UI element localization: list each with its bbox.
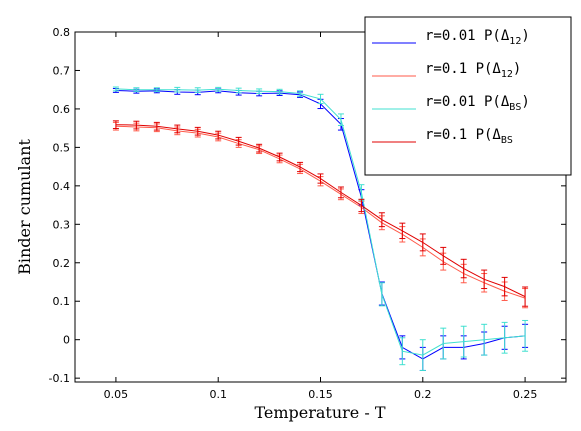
error-bar (460, 325, 467, 358)
error-bar (501, 321, 508, 354)
x-tick-label: 0.05 (104, 388, 129, 401)
legend-label: r=0.1 P(ΔBS (425, 127, 513, 146)
error-bar (133, 120, 140, 130)
error-bar (215, 86, 222, 92)
series-3 (112, 86, 529, 371)
x-axis: 0.05 0.1 0.15 0.2 0.25 (104, 32, 538, 401)
error-bar (194, 87, 201, 93)
error-bar (276, 152, 283, 162)
x-tick-label: 0.1 (209, 388, 227, 401)
y-tick-label: 0.7 (53, 64, 71, 77)
series-layer (112, 86, 529, 371)
error-bar (297, 90, 304, 97)
error-bar (256, 143, 263, 153)
error-bar (378, 212, 385, 228)
error-bar (174, 86, 181, 93)
x-tick-label: 0.15 (308, 388, 333, 401)
error-bar (440, 327, 447, 360)
legend-label: r=0.01 P(ΔBS) (425, 94, 530, 113)
error-bar (399, 222, 406, 240)
error-bar (358, 198, 365, 213)
error-bar (153, 87, 160, 93)
error-bar (317, 173, 324, 184)
legend-label: r=0.01 P(Δ12) (425, 28, 530, 47)
error-bar (256, 88, 263, 95)
error-bar (481, 323, 488, 356)
error-bar (174, 124, 181, 134)
series-4 (112, 120, 529, 307)
y-tick-label: 0.8 (53, 26, 71, 39)
error-bar (276, 88, 283, 95)
error-bar (378, 282, 385, 307)
y-tick-label: 0 (63, 334, 70, 347)
y-tick-label: 0.1 (53, 295, 71, 308)
y-tick-label: 0.2 (53, 257, 71, 270)
error-bar (522, 286, 529, 307)
error-bar (133, 87, 140, 93)
error-bar (112, 86, 119, 92)
y-tick-label: 0.6 (53, 103, 71, 116)
error-bar (317, 93, 324, 105)
error-bar (235, 136, 242, 146)
legend-label: r=0.1 P(Δ12) (425, 61, 521, 80)
y-axis-title: Binder cumulant (15, 139, 34, 275)
y-tick-label: -0.1 (49, 372, 70, 385)
y-axis: -0.1 0 0.1 0.2 0.3 0.4 0.5 0.6 0.7 0.8 (49, 26, 566, 385)
error-bar (501, 276, 508, 297)
error-bar (460, 258, 467, 279)
error-bar (522, 319, 529, 352)
x-tick-label: 0.2 (414, 388, 432, 401)
error-bar (194, 126, 201, 136)
y-tick-label: 0.3 (53, 218, 71, 231)
error-bar (337, 113, 344, 126)
y-tick-label: 0.5 (53, 141, 71, 154)
error-bar (112, 120, 119, 130)
error-bar (337, 186, 344, 199)
error-bar (440, 246, 447, 265)
error-bar (153, 121, 160, 131)
legend: r=0.01 P(Δ12) r=0.1 P(Δ12) r=0.01 P(ΔBS) r=… (364, 16, 572, 176)
error-bar (399, 337, 406, 366)
error-bar (215, 130, 222, 140)
x-axis-title: Temperature - T (254, 403, 385, 422)
error-bar (481, 269, 488, 290)
error-bar (419, 233, 426, 252)
error-bar (297, 161, 304, 173)
error-bar (419, 339, 426, 371)
error-bar (235, 87, 242, 94)
y-tick-label: 0.4 (53, 180, 71, 193)
x-tick-label: 0.25 (513, 388, 538, 401)
